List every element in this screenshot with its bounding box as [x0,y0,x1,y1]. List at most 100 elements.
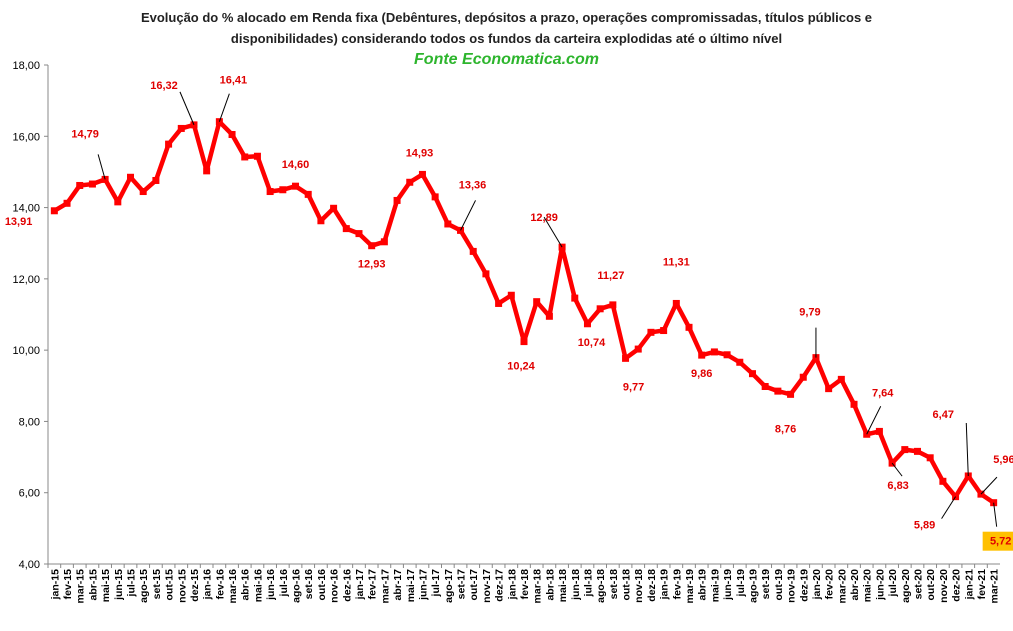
x-tick-label: jan-16 [202,569,214,601]
data-label: 13,91 [5,216,33,228]
data-point-marker [710,348,718,356]
x-tick-label: dez-19 [798,569,810,602]
data-label: 8,76 [775,423,796,435]
data-point-marker [787,390,795,398]
x-tick-label: jul-17 [430,569,442,598]
x-tick-label: jan-15 [49,569,61,601]
data-point-marker [723,351,731,359]
data-point-marker [736,358,744,366]
x-tick-label: ago-17 [443,569,455,603]
x-tick-label: nov-16 [329,569,341,603]
data-label-leader [460,200,476,231]
data-point-marker [520,338,528,346]
data-label: 13,36 [459,179,487,191]
data-point-marker [571,294,579,302]
data-point-marker [292,182,300,190]
x-tick-label: set-15 [151,569,163,600]
x-tick-label: dez-18 [646,569,658,602]
x-tick-label: mai-16 [252,569,264,602]
x-tick-label: out-20 [925,569,937,601]
data-point-marker [114,198,122,206]
series-line [53,119,995,505]
data-point-marker [368,242,376,250]
data-point-marker [228,131,236,139]
data-point-marker [253,152,261,160]
data-point-marker [748,370,756,378]
data-label-leader [941,496,956,519]
x-tick-label: mar-18 [532,569,544,604]
data-point-marker [139,188,147,196]
data-label: 16,41 [220,75,248,87]
data-point-marker [304,190,312,198]
data-point-marker [418,170,426,178]
data-point-marker [875,427,883,435]
data-point-marker [266,188,274,196]
x-tick-label: jan-20 [811,569,823,601]
data-point-marker [850,400,858,408]
x-tick-label: out-15 [164,569,176,601]
x-tick-label: jul-20 [887,569,899,598]
data-point-marker [545,312,553,320]
x-tick-label: set-17 [456,569,468,600]
data-point-marker [698,351,706,359]
x-tick-label: mar-21 [989,569,1001,604]
data-label: 5,89 [914,520,935,532]
x-tick-label: jun-15 [113,569,125,601]
chart-title: Evolução do % alocado em Renda fixa (Deb… [140,10,873,25]
y-tick-label: 18,00 [12,60,40,72]
data-point-marker [355,230,363,238]
x-tick-label: dez-15 [189,569,201,602]
data-point-marker [393,196,401,204]
x-tick-label: ago-15 [138,569,150,603]
data-label-leader [97,154,106,180]
x-tick-label: set-18 [608,569,620,600]
data-point-marker [913,447,921,455]
data-point-marker [926,454,934,462]
x-tick-label: set-19 [760,569,772,600]
data-label-leader [218,93,230,122]
y-tick-label: 16,00 [12,131,40,143]
x-tick-label: dez-16 [341,569,353,602]
data-point-marker [634,345,642,353]
data-label-leader [866,406,882,435]
y-tick-label: 10,00 [12,345,40,357]
x-tick-label: jan-18 [506,569,518,601]
data-point-marker [317,217,325,225]
data-label: 6,47 [933,409,954,421]
data-point-marker [533,298,541,306]
data-point-marker [685,323,693,331]
data-label: 14,93 [406,147,434,159]
data-point-marker [825,385,833,393]
data-point-marker [596,305,604,313]
data-point-marker [190,121,198,129]
x-tick-label: jan-21 [963,569,975,601]
x-tick-label: out-16 [316,569,328,601]
chart-title-line2: disponibilidades) considerando todos os … [230,31,783,46]
x-tick-label: out-19 [773,569,785,601]
x-tick-label: nov-15 [176,569,188,603]
data-point-marker [660,327,668,335]
x-tick-label: ago-18 [595,569,607,603]
data-label-leader [179,91,195,126]
chart-subtitle: Fonte Economatica.com [414,51,599,68]
data-point-marker [88,180,96,188]
x-tick-label: fev-19 [671,569,683,600]
data-point-marker [76,181,84,189]
data-label: 10,74 [578,337,606,349]
data-point-marker [63,199,71,207]
data-label: 11,27 [597,270,624,282]
data-label: 11,31 [663,256,690,268]
data-point-marker [939,477,947,485]
data-point-marker [406,178,414,186]
x-tick-label: jan-19 [659,569,671,601]
x-tick-label: ago-16 [291,569,303,603]
x-tick-label: ago-19 [747,569,759,603]
x-tick-label: jun-19 [722,569,734,601]
x-tick-label: mar-20 [836,569,848,604]
x-tick-label: dez-20 [951,569,963,602]
y-tick-label: 8,00 [19,416,40,428]
x-tick-label: out-17 [468,569,480,601]
data-label-leader [993,502,998,527]
data-point-marker [583,320,591,328]
